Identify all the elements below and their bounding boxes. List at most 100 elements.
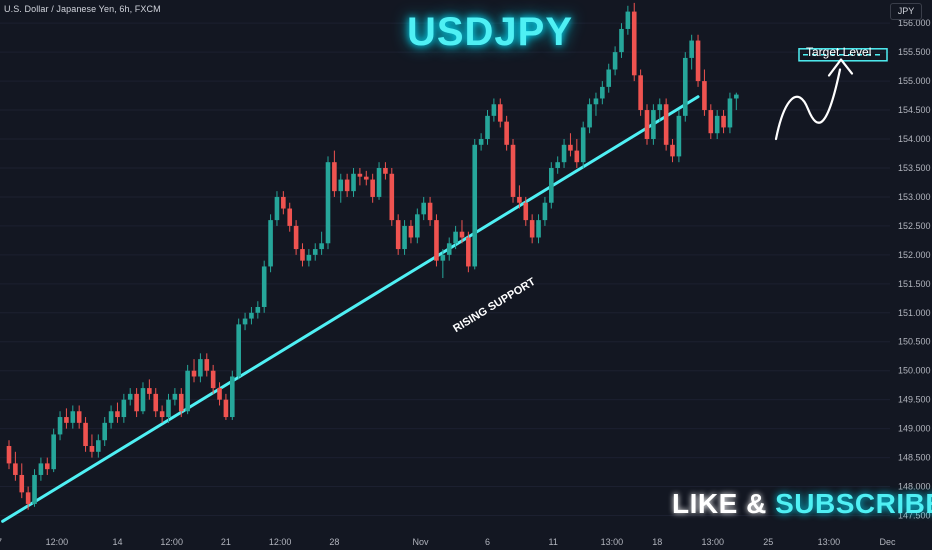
candle-body [147,388,152,394]
candle [568,133,573,157]
time-tick-label: 13:00 [601,537,624,547]
candle [395,214,401,255]
candle [293,220,299,255]
candle [657,98,663,122]
time-tick-label: 13:00 [818,537,841,547]
candle-body [644,110,650,140]
candle [631,2,637,82]
grid [0,22,890,517]
time-tick-label: 12:00 [46,537,69,547]
candle [421,196,426,221]
candle-body [619,28,624,53]
candle [83,417,88,452]
candle-body [389,173,395,221]
price-tick-label: 155.000 [898,76,931,86]
candle-body [236,324,241,377]
time-tick-label: 14 [112,537,122,547]
candle [70,405,76,429]
candle-body [440,254,446,261]
candle-body [612,52,618,70]
candle-body [510,144,516,197]
candle [510,139,516,203]
candle-body [249,312,254,319]
time-tick-label: 7 [0,537,2,547]
candle [523,196,529,226]
candle [121,393,127,423]
price-tick-label: 151.500 [898,279,931,289]
candle-body [64,417,69,423]
candle-body [51,434,56,470]
candle-body [415,214,420,238]
candle-body [478,139,484,145]
candle [625,5,631,35]
candle-body [325,162,331,244]
candle [580,121,586,168]
time-axis: 7 12:00 14 12:00 21 12:00 28 Nov 6 11 13:00 18 13:00… [0,530,932,550]
candle-body [523,202,529,221]
candle [140,382,146,415]
price-tick-label: 156.000 [898,18,931,28]
candle-body [57,417,63,435]
price-tick-label: 149.500 [898,395,931,405]
candle [236,318,241,380]
candle [529,214,535,244]
candle-body [83,422,88,447]
time-tick-label: 12:00 [269,537,292,547]
candle [344,173,350,197]
candle-body [376,167,382,197]
candle-body [268,220,273,267]
ampersand-text: & [746,488,767,519]
time-tick-label: Dec [880,537,897,547]
candle-body [383,167,388,174]
candle [300,243,305,267]
candle-body [338,179,344,192]
candle-body [332,162,337,192]
candle-body [344,179,350,192]
candle [574,139,580,168]
candle-body [587,104,592,128]
candle-body [159,411,165,418]
candle [178,388,184,418]
price-tick-label: 154.000 [898,134,931,144]
candle [255,301,261,319]
candle-body [217,388,222,400]
candle [268,214,273,273]
candle [415,208,420,244]
candle [402,220,407,255]
currency-button[interactable]: JPY [890,3,922,20]
candle [459,220,465,244]
time-tick-label: 13:00 [701,537,724,547]
candle [682,52,688,122]
candle-body [670,144,675,157]
candle-body [708,110,714,134]
candle-body [191,370,197,377]
candle [593,92,599,116]
candle-body [351,173,356,192]
candle-body [434,220,439,261]
candle [536,214,541,244]
candle-body [491,104,497,116]
candle [147,379,152,400]
candle-body [230,376,235,418]
time-tick-label: Nov [413,537,430,547]
candle-body [638,75,643,111]
candle [485,110,490,145]
candle-body [210,370,216,389]
candle [204,353,210,377]
candle [96,434,101,458]
candle-body [153,393,159,412]
candle-body [370,179,375,197]
candle [702,69,707,116]
candle [230,370,235,420]
candle [102,417,107,447]
subscribe-text: SUBSCRIBE [775,488,932,519]
candle-body [702,81,707,111]
time-tick-label: 11 [549,537,558,547]
candle [312,243,318,261]
candle-body [108,411,114,423]
candle [695,34,701,87]
candle-body [695,40,701,82]
candle-body [459,231,465,238]
